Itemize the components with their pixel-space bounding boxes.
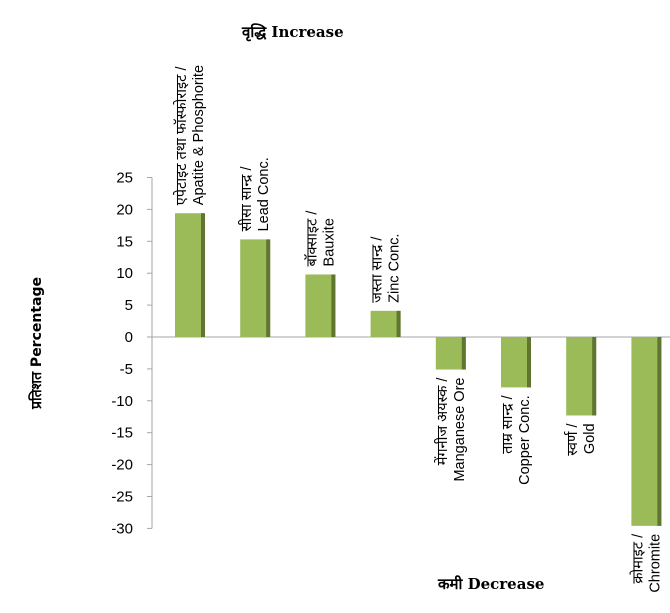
category-label-english: Zinc Conc. bbox=[387, 234, 403, 303]
bar-shade bbox=[592, 337, 597, 416]
category-label-english: Lead Conc. bbox=[256, 157, 272, 231]
bar-shade bbox=[201, 213, 205, 337]
increase-annotation: वृद्धि Increase bbox=[241, 23, 344, 42]
category-label: क्रोमाइट /Chromite bbox=[629, 533, 663, 593]
category-label-english: Chromite bbox=[647, 534, 663, 593]
bar-2 bbox=[240, 239, 271, 337]
y-axis-label: प्रतिशत Percentage bbox=[28, 277, 45, 410]
bar-fill bbox=[370, 310, 401, 337]
y-tick-label: -25 bbox=[111, 489, 133, 506]
category-label-english: Bauxite bbox=[321, 218, 337, 266]
category-label-hindi: मेंगनीज अयस्क / bbox=[434, 377, 451, 466]
bar-fill bbox=[305, 274, 336, 337]
bar-5 bbox=[435, 337, 466, 370]
category-labels: एपेटाइट तथा फॉस्फोराइट /Apatite & Phosph… bbox=[173, 65, 663, 593]
y-tick-label: 15 bbox=[116, 233, 133, 250]
decrease-annotation: कमी Decrease bbox=[437, 575, 544, 593]
bar-shade bbox=[331, 274, 336, 337]
category-label: सीसा सान्द्र /Lead Conc. bbox=[238, 157, 272, 231]
y-tick-label: 25 bbox=[116, 170, 133, 187]
category-label-hindi: बॉक्साइट / bbox=[303, 210, 320, 267]
category-label: जस्ता सान्द्र /Zinc Conc. bbox=[370, 234, 403, 303]
category-label-english: Manganese Ore bbox=[452, 378, 468, 482]
category-label-hindi: सीसा सान्द्र / bbox=[238, 165, 255, 231]
y-tick-labels: 25 20 15 10 5 0 -5 -10 -15 -20 -25 -30 bbox=[111, 170, 133, 538]
bar-4 bbox=[370, 310, 401, 337]
category-label: एपेटाइट तथा फॉस्फोराइट /Apatite & Phosph… bbox=[173, 65, 207, 205]
y-tick-label: 10 bbox=[116, 265, 133, 282]
category-label: स्वर्ण /Gold bbox=[564, 423, 598, 456]
bar-fill bbox=[501, 337, 531, 388]
category-label: मेंगनीज अयस्क /Manganese Ore bbox=[434, 377, 468, 482]
bar-1 bbox=[175, 213, 205, 337]
bar-shade bbox=[657, 337, 662, 526]
bar-7 bbox=[566, 337, 597, 416]
category-label-english: Copper Conc. bbox=[517, 395, 533, 484]
y-tick-label: -5 bbox=[120, 361, 133, 378]
y-tick-label: -10 bbox=[111, 393, 133, 410]
bar-shade bbox=[461, 337, 466, 370]
bars bbox=[175, 213, 662, 526]
category-label: ताम्र सान्द्र /Copper Conc. bbox=[500, 394, 533, 484]
bar-fill bbox=[566, 337, 597, 416]
bar-6 bbox=[501, 337, 531, 388]
category-label-hindi: एपेटाइट तथा फॉस्फोराइट / bbox=[173, 65, 190, 205]
bar-fill bbox=[240, 239, 271, 337]
y-tick-label: 20 bbox=[116, 201, 133, 218]
bar-shade bbox=[266, 239, 271, 337]
y-tick-label: -20 bbox=[111, 457, 133, 474]
category-label: बॉक्साइट /Bauxite bbox=[303, 210, 337, 267]
bar-8 bbox=[631, 337, 662, 526]
category-label-hindi: ताम्र सान्द्र / bbox=[500, 394, 516, 453]
category-label-english: Gold bbox=[582, 423, 598, 454]
y-tick-label: 5 bbox=[125, 297, 133, 314]
y-tick-label: -15 bbox=[111, 425, 133, 442]
bar-fill bbox=[631, 337, 662, 526]
category-label-hindi: क्रोमाइट / bbox=[629, 533, 646, 584]
bar-fill bbox=[175, 213, 205, 337]
bar-fill bbox=[435, 337, 466, 370]
y-tick-label: 0 bbox=[125, 329, 133, 346]
bar-shade bbox=[396, 310, 401, 337]
bar-shade bbox=[527, 337, 531, 388]
category-label-english: Apatite & Phosphorite bbox=[191, 65, 207, 205]
category-label-hindi: जस्ता सान्द्र / bbox=[370, 236, 386, 303]
y-tick-label: -30 bbox=[111, 520, 133, 537]
category-label-hindi: स्वर्ण / bbox=[564, 423, 581, 456]
bar-3 bbox=[305, 274, 336, 337]
